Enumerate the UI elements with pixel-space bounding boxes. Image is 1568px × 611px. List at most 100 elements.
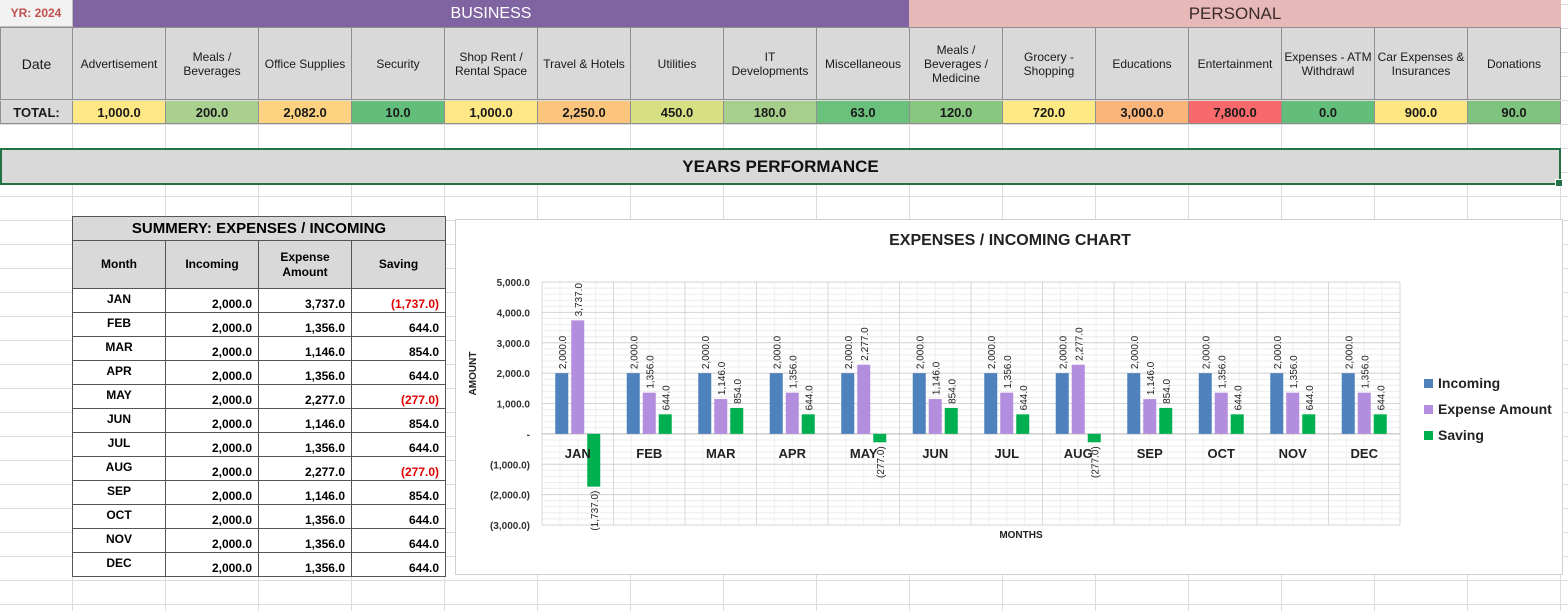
summary-cell-month[interactable]: MAY: [72, 384, 166, 409]
year-cell[interactable]: YR: 2024: [0, 0, 73, 27]
summary-cell-incoming[interactable]: 2,000.0: [165, 480, 259, 505]
summary-cell-incoming[interactable]: 2,000.0: [165, 360, 259, 385]
summary-cell-month[interactable]: NOV: [72, 528, 166, 553]
column-header[interactable]: Grocery - Shopping: [1003, 27, 1096, 100]
personal-band[interactable]: PERSONAL: [909, 0, 1561, 27]
total-value[interactable]: 900.0: [1375, 101, 1468, 124]
summary-cell-expense[interactable]: 1,356.0: [258, 552, 352, 577]
summary-cell-expense[interactable]: 3,737.0: [258, 288, 352, 313]
total-value[interactable]: 7,800.0: [1189, 101, 1282, 124]
total-value[interactable]: 1,000.0: [73, 101, 166, 124]
column-header[interactable]: Advertisement: [73, 27, 166, 100]
summary-cell-expense[interactable]: 1,356.0: [258, 504, 352, 529]
summary-cell-incoming[interactable]: 2,000.0: [165, 432, 259, 457]
summary-cell-incoming[interactable]: 2,000.0: [165, 456, 259, 481]
column-header[interactable]: Meals / Beverages: [166, 27, 259, 100]
summary-cell-saving[interactable]: 854.0: [350, 336, 447, 361]
total-value[interactable]: 450.0: [631, 101, 724, 124]
summary-cell-saving[interactable]: (277.0): [350, 384, 447, 409]
summary-cell-saving[interactable]: 644.0: [350, 552, 447, 577]
total-value[interactable]: 1,000.0: [445, 101, 538, 124]
summary-cell-incoming[interactable]: 2,000.0: [165, 336, 259, 361]
summary-cell-incoming[interactable]: 2,000.0: [165, 312, 259, 337]
summary-cell-incoming[interactable]: 2,000.0: [165, 384, 259, 409]
summary-cell-month[interactable]: JUL: [72, 432, 166, 457]
performance-banner[interactable]: YEARS PERFORMANCE: [0, 148, 1563, 187]
expenses-incoming-chart[interactable]: EXPENSES / INCOMING CHART 5,000.0 4,000.0…: [455, 219, 1563, 575]
summary-cell-month[interactable]: JAN: [72, 288, 166, 313]
column-header[interactable]: Educations: [1096, 27, 1189, 100]
summary-cell-saving[interactable]: 644.0: [350, 504, 447, 529]
column-header[interactable]: Donations: [1468, 27, 1561, 100]
summary-cell-expense[interactable]: 2,277.0: [258, 456, 352, 481]
total-value[interactable]: 180.0: [724, 101, 817, 124]
summary-cell-month[interactable]: OCT: [72, 504, 166, 529]
total-value[interactable]: 120.0: [910, 101, 1003, 124]
summary-cell-month[interactable]: APR: [72, 360, 166, 385]
column-header[interactable]: Travel & Hotels: [538, 27, 631, 100]
column-header[interactable]: Security: [352, 27, 445, 100]
total-value[interactable]: 720.0: [1003, 101, 1096, 124]
total-value[interactable]: 200.0: [166, 101, 259, 124]
summary-cell-saving[interactable]: (277.0): [350, 456, 447, 481]
summary-cell-expense[interactable]: 2,277.0: [258, 384, 352, 409]
column-header[interactable]: Meals / Beverages / Medicine: [910, 27, 1003, 100]
total-value[interactable]: 3,000.0: [1096, 101, 1189, 124]
fill-handle[interactable]: [1555, 179, 1563, 187]
summary-cell-month[interactable]: SEP: [72, 480, 166, 505]
summary-cell-month[interactable]: DEC: [72, 552, 166, 577]
x-tick-label: DEC: [1351, 446, 1379, 461]
summary-cell-saving[interactable]: 644.0: [350, 432, 447, 457]
total-value[interactable]: 90.0: [1468, 101, 1561, 124]
summary-cell-incoming[interactable]: 2,000.0: [165, 504, 259, 529]
summary-cell-expense[interactable]: 1,146.0: [258, 336, 352, 361]
column-header[interactable]: Shop Rent / Rental Space: [445, 27, 538, 100]
summary-cell-month[interactable]: JUN: [72, 408, 166, 433]
column-header[interactable]: Utilities: [631, 27, 724, 100]
summary-header-expense[interactable]: Expense Amount: [258, 240, 352, 289]
column-header[interactable]: Car Expenses & Insurances: [1375, 27, 1468, 100]
business-band[interactable]: BUSINESS: [73, 0, 909, 27]
total-value[interactable]: 63.0: [817, 101, 910, 124]
summary-cell-saving[interactable]: 854.0: [350, 408, 447, 433]
table-row: AUG 2,000.0 2,277.0 (277.0): [72, 456, 447, 481]
column-header[interactable]: Office Supplies: [259, 27, 352, 100]
column-header[interactable]: Date: [0, 27, 73, 100]
bar-incoming: [769, 373, 783, 434]
column-header[interactable]: Miscellaneous: [817, 27, 910, 100]
bar-incoming: [984, 373, 998, 434]
total-value[interactable]: 0.0: [1282, 101, 1375, 124]
total-value[interactable]: 2,250.0: [538, 101, 631, 124]
column-header[interactable]: Entertainment: [1189, 27, 1282, 100]
summary-title[interactable]: SUMMERY: EXPENSES / INCOMING: [71, 216, 447, 241]
summary-cell-expense[interactable]: 1,146.0: [258, 480, 352, 505]
summary-cell-expense[interactable]: 1,356.0: [258, 360, 352, 385]
summary-cell-saving[interactable]: (1,737.0): [350, 288, 447, 313]
bar-expense-amount: [1000, 392, 1014, 434]
total-value[interactable]: 2,082.0: [259, 101, 352, 124]
summary-cell-incoming[interactable]: 2,000.0: [165, 552, 259, 577]
summary-cell-expense[interactable]: 1,356.0: [258, 528, 352, 553]
total-value[interactable]: 10.0: [352, 101, 445, 124]
summary-cell-month[interactable]: FEB: [72, 312, 166, 337]
summary-cell-saving[interactable]: 644.0: [350, 312, 447, 337]
summary-header-incoming[interactable]: Incoming: [165, 240, 259, 289]
summary-cell-month[interactable]: MAR: [72, 336, 166, 361]
summary-cell-month[interactable]: AUG: [72, 456, 166, 481]
summary-cell-saving[interactable]: 644.0: [350, 360, 447, 385]
summary-cell-expense[interactable]: 1,356.0: [258, 432, 352, 457]
column-header[interactable]: IT Developments: [724, 27, 817, 100]
summary-cell-incoming[interactable]: 2,000.0: [165, 288, 259, 313]
legend-swatch: [1424, 431, 1433, 440]
summary-cell-saving[interactable]: 644.0: [350, 528, 447, 553]
summary-cell-incoming[interactable]: 2,000.0: [165, 528, 259, 553]
column-header[interactable]: Expenses - ATM Withdrawl: [1282, 27, 1375, 100]
summary-cell-expense[interactable]: 1,356.0: [258, 312, 352, 337]
data-label: 2,000.0: [772, 335, 783, 369]
summary-header-saving[interactable]: Saving: [350, 240, 447, 289]
summary-header-month[interactable]: Month: [72, 240, 166, 289]
summary-cell-expense[interactable]: 1,146.0: [258, 408, 352, 433]
total-label[interactable]: TOTAL:: [0, 101, 73, 124]
summary-cell-saving[interactable]: 854.0: [350, 480, 447, 505]
summary-cell-incoming[interactable]: 2,000.0: [165, 408, 259, 433]
